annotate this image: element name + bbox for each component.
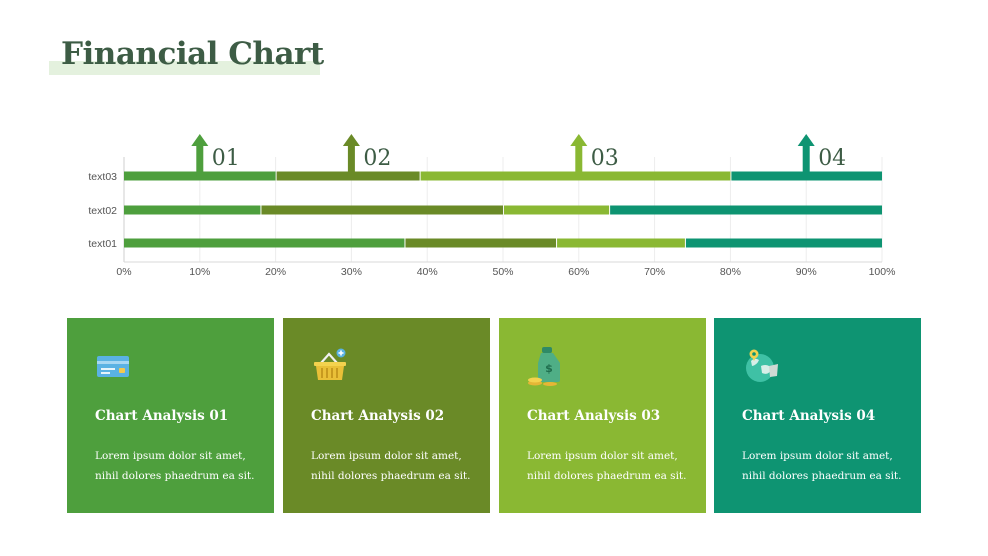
- bar-segment: [124, 238, 405, 248]
- marker-arrow-head: [570, 134, 588, 146]
- marker-label: 04: [818, 146, 846, 171]
- bar-segment: [261, 205, 503, 215]
- money-bag-icon: $: [528, 347, 560, 386]
- marker-arrow-stem: [575, 146, 583, 177]
- bar-segment: [504, 205, 610, 215]
- credit-card-icon: [97, 356, 129, 377]
- bar-segment: [405, 238, 557, 248]
- bar-segment: [685, 238, 882, 248]
- marker-arrow-stem: [802, 146, 810, 177]
- marker-arrow-head: [191, 134, 209, 146]
- stacked-bar-chart: 0% 10% 20% 30% 40% 50% 60% 70% 80% 90% 100% 01 02 03 0…: [88, 134, 895, 278]
- x-tick-label: 80%: [720, 266, 741, 278]
- card-analysis-04: Chart Analysis 04 Lorem ipsum dolor sit …: [714, 318, 921, 513]
- chart-labels: 0% 10% 20% 30% 40% 50% 60% 70% 80% 90% 100% 01 02 03 0…: [88, 146, 895, 278]
- card-text: Lorem ipsum dolor sit amet, nihil dolore…: [311, 450, 471, 482]
- x-tick-label: 10%: [189, 266, 210, 278]
- x-tick-label: 20%: [265, 266, 286, 278]
- bar-segment: [124, 205, 261, 215]
- x-tick-label: 0%: [116, 266, 131, 278]
- x-tick-label: 90%: [796, 266, 817, 278]
- marker-arrow-stem: [196, 146, 204, 177]
- card-title: Chart Analysis 01: [95, 408, 229, 424]
- y-category-label: text02: [88, 205, 117, 217]
- x-tick-label: 40%: [417, 266, 438, 278]
- y-category-label: text01: [88, 238, 117, 250]
- marker-label: 01: [212, 146, 240, 171]
- x-tick-label: 60%: [568, 266, 589, 278]
- marker-label: 02: [363, 146, 391, 171]
- marker-arrow-head: [797, 134, 815, 146]
- marker-arrow-head: [342, 134, 360, 146]
- x-tick-label: 100%: [869, 266, 896, 278]
- marker-label: 03: [591, 146, 619, 171]
- y-category-label: text03: [88, 171, 117, 183]
- title-highlight: [49, 61, 320, 75]
- x-tick-label: 70%: [644, 266, 665, 278]
- card-analysis-01: Chart Analysis 01 Lorem ipsum dolor sit …: [67, 318, 274, 513]
- chart-markers: [191, 134, 815, 177]
- card-analysis-03: $ Chart Analysis 03 Lorem ipsum dolor si…: [499, 318, 706, 513]
- svg-text:$: $: [545, 362, 553, 375]
- globe-icon: [746, 349, 778, 382]
- x-tick-label: 50%: [492, 266, 513, 278]
- marker-arrow-stem: [347, 146, 355, 177]
- bar-segment: [557, 238, 685, 248]
- card-analysis-02: Chart Analysis 02 Lorem ipsum dolor sit …: [283, 318, 490, 513]
- page-title: Financial Chart: [61, 36, 324, 72]
- card-title: Chart Analysis 03: [527, 408, 661, 424]
- card-title: Chart Analysis 04: [742, 408, 876, 424]
- x-tick-label: 30%: [341, 266, 362, 278]
- bar-segment: [610, 205, 882, 215]
- card-text: Lorem ipsum dolor sit amet, nihil dolore…: [527, 450, 687, 482]
- shopping-basket-icon: [314, 348, 346, 380]
- card-text: Lorem ipsum dolor sit amet, nihil dolore…: [742, 450, 902, 482]
- card-text: Lorem ipsum dolor sit amet, nihil dolore…: [95, 450, 255, 482]
- card-title: Chart Analysis 02: [311, 408, 445, 424]
